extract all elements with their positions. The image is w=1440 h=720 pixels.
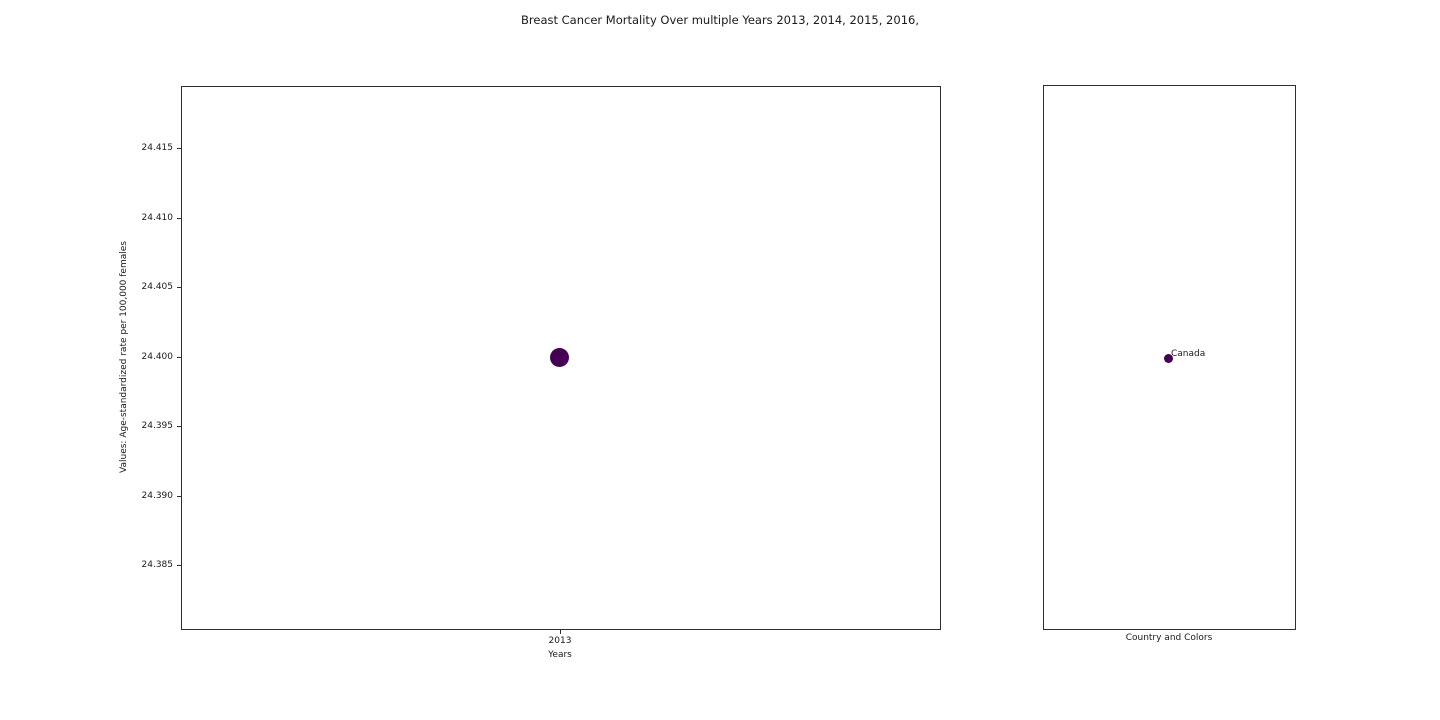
- y-tick-label: 24.390: [141, 491, 174, 501]
- legend-label-canada: Canada: [1171, 349, 1206, 359]
- y-tick-mark: [177, 496, 181, 497]
- y-tick-mark: [177, 287, 181, 288]
- x-tick-label: 2013: [548, 636, 572, 646]
- y-tick-label: 24.410: [141, 213, 174, 223]
- y-tick-label: 24.395: [141, 421, 174, 431]
- y-tick-label: 24.400: [141, 352, 174, 362]
- x-tick-mark: [560, 630, 561, 634]
- data-point-canada: [550, 348, 569, 367]
- y-tick-mark: [177, 148, 181, 149]
- y-tick-mark: [177, 218, 181, 219]
- x-axis-label: Years: [548, 650, 572, 660]
- y-tick-label: 24.405: [141, 282, 174, 292]
- legend-marker-canada: [1164, 354, 1173, 363]
- chart-title: Breast Cancer Mortality Over multiple Ye…: [521, 13, 919, 27]
- y-tick-label: 24.415: [141, 143, 174, 153]
- legend-axis-label: Country and Colors: [1125, 633, 1213, 643]
- y-tick-mark: [177, 565, 181, 566]
- y-tick-label: 24.385: [141, 560, 174, 570]
- y-tick-mark: [177, 357, 181, 358]
- y-tick-mark: [177, 426, 181, 427]
